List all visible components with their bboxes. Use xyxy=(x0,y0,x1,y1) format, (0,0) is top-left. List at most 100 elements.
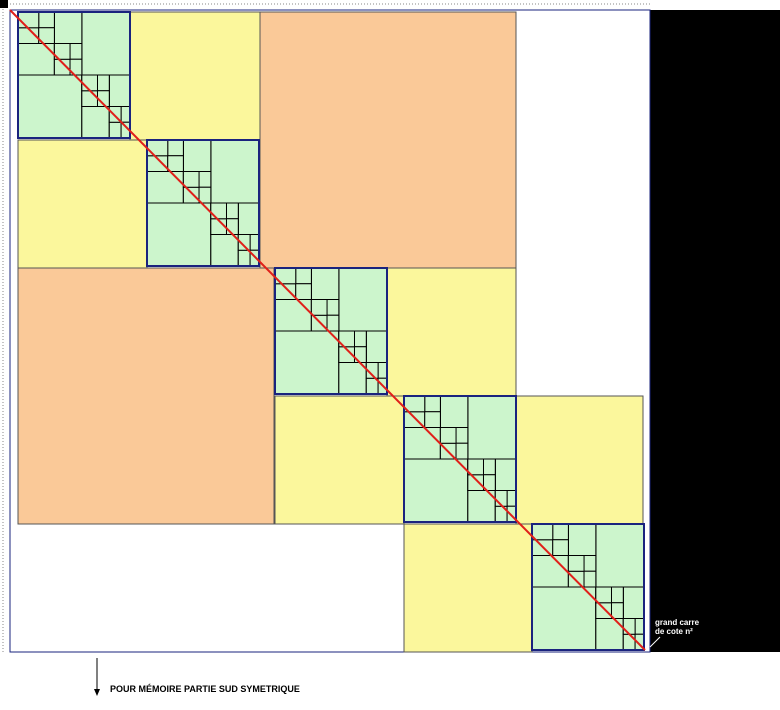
orange-square xyxy=(259,11,517,269)
green-square xyxy=(120,106,131,123)
green-square xyxy=(482,458,496,476)
green-square xyxy=(295,283,312,300)
green-square xyxy=(237,249,251,267)
green-square xyxy=(198,171,212,188)
green-square xyxy=(622,618,636,635)
green-square xyxy=(249,234,260,251)
green-square xyxy=(567,523,597,556)
green-square xyxy=(81,74,98,92)
green-square xyxy=(326,314,340,332)
green-square xyxy=(81,90,98,107)
green-square xyxy=(295,267,312,285)
green-square xyxy=(595,602,612,619)
squares xyxy=(17,11,645,653)
green-square xyxy=(38,27,55,44)
yellow-square xyxy=(129,11,261,141)
pointer xyxy=(649,636,661,648)
green-square xyxy=(96,74,110,92)
green-square xyxy=(353,330,367,348)
green-square xyxy=(552,539,569,556)
green-square xyxy=(622,633,636,651)
green-square xyxy=(53,43,71,60)
green-square xyxy=(53,11,83,44)
green-square xyxy=(531,523,554,541)
green-square xyxy=(595,586,612,604)
block-frame xyxy=(274,267,388,395)
green-square xyxy=(506,490,517,507)
green-square xyxy=(467,458,484,476)
yellow-square xyxy=(274,395,405,525)
orange-square xyxy=(17,267,275,525)
green-square xyxy=(310,299,328,316)
green-square xyxy=(146,202,212,267)
green-square xyxy=(467,395,517,460)
green-square xyxy=(583,555,597,572)
green-square xyxy=(108,121,122,139)
green-square xyxy=(338,362,367,395)
green-square xyxy=(338,267,388,332)
green-square xyxy=(237,234,251,251)
green-square xyxy=(310,314,328,332)
green-square xyxy=(182,186,200,204)
footer-note: POUR MÉMOIRE PARTIE SUD SYMETRIQUE xyxy=(110,684,300,694)
green-square xyxy=(455,427,469,444)
corner-label: grand carre xyxy=(655,618,700,627)
corner-handle xyxy=(0,0,8,8)
green-square xyxy=(146,139,169,157)
block-frame xyxy=(531,523,645,651)
green-square xyxy=(567,555,585,572)
green-square xyxy=(567,570,585,588)
green-square xyxy=(595,523,645,588)
diagonal xyxy=(9,9,646,651)
block-frame xyxy=(146,139,260,267)
green-square xyxy=(210,139,260,204)
green-square xyxy=(146,171,184,204)
green-square xyxy=(81,11,131,76)
green-square xyxy=(274,299,312,332)
green-square xyxy=(531,586,597,651)
green-square xyxy=(210,234,239,267)
green-square xyxy=(439,427,457,444)
green-square xyxy=(439,395,469,428)
green-square xyxy=(455,442,469,460)
green-square xyxy=(69,58,83,76)
green-square xyxy=(108,74,131,107)
green-square xyxy=(81,106,110,139)
green-square xyxy=(210,202,227,220)
green-square xyxy=(338,330,355,348)
yellow-square xyxy=(17,139,148,269)
green-square xyxy=(108,106,122,123)
green-square xyxy=(365,330,388,363)
block-frame xyxy=(403,395,517,523)
green-square xyxy=(225,202,239,220)
green-square xyxy=(182,171,200,188)
arrow-head xyxy=(94,689,100,696)
green-square xyxy=(182,139,212,172)
green-square xyxy=(326,299,340,316)
green-square xyxy=(274,283,297,300)
outer-frame xyxy=(9,9,651,653)
green-square xyxy=(167,139,184,157)
green-square xyxy=(274,330,340,395)
green-square xyxy=(237,202,260,235)
green-square xyxy=(225,218,239,235)
block-frame xyxy=(17,11,131,139)
green-square xyxy=(38,11,55,29)
green-square xyxy=(424,411,441,428)
green-square xyxy=(482,474,496,491)
green-square xyxy=(531,555,569,588)
green-square xyxy=(622,586,645,619)
green-square xyxy=(310,267,340,300)
yellow-square xyxy=(515,395,644,525)
green-square xyxy=(610,586,624,604)
green-square xyxy=(552,523,569,541)
green-square xyxy=(403,458,469,523)
green-square xyxy=(634,618,645,635)
green-square xyxy=(610,602,624,619)
green-square xyxy=(424,395,441,413)
green-square xyxy=(167,155,184,172)
black-panel xyxy=(650,10,780,652)
green-square xyxy=(467,474,484,491)
green-square xyxy=(198,186,212,204)
